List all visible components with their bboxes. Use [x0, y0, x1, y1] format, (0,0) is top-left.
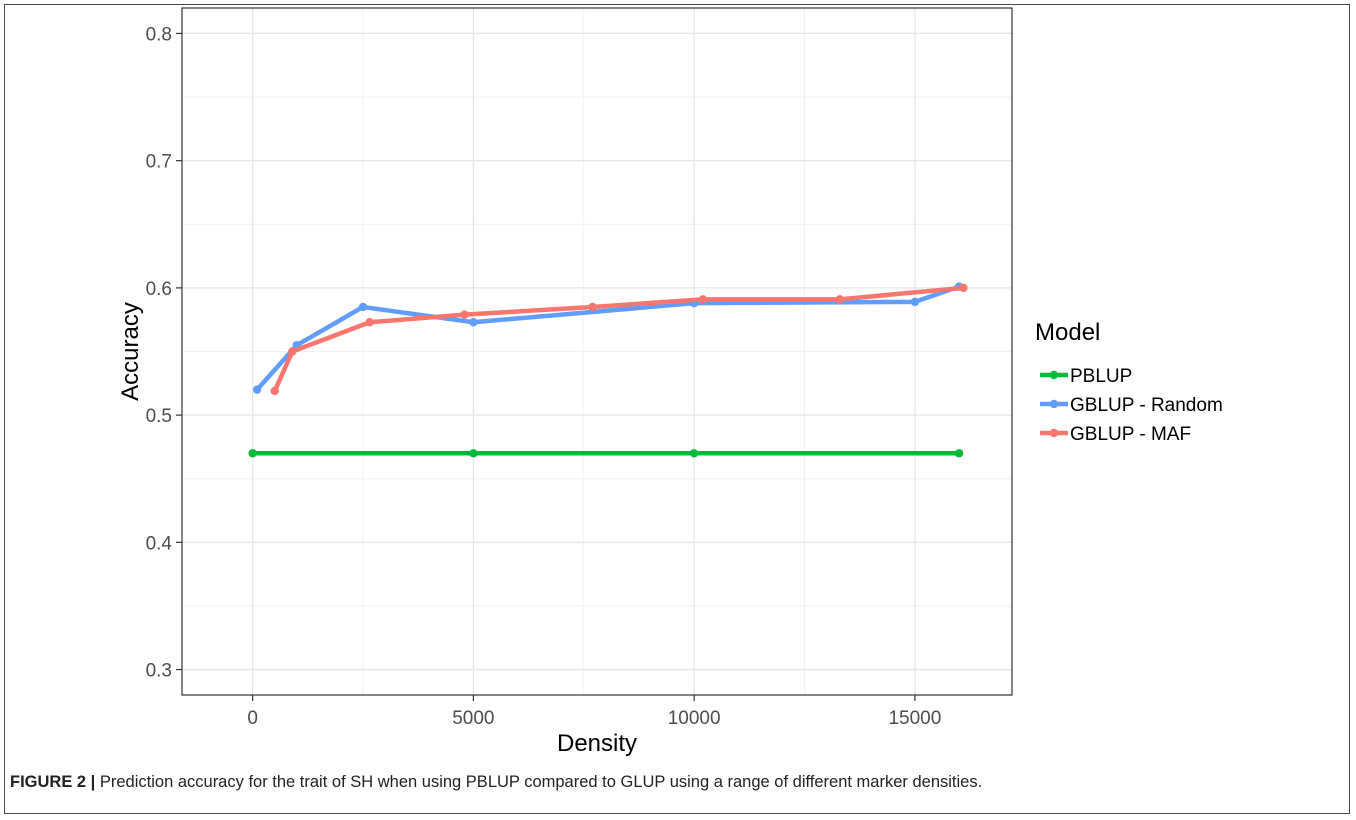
legend-key-point — [1049, 399, 1059, 409]
legend-key-point — [1049, 370, 1059, 380]
series-point — [588, 302, 597, 312]
series-point — [252, 385, 262, 394]
series-line — [272, 285, 966, 394]
legend: Model PBLUP GBLUP - Random GBLUP - MAF — [1035, 319, 1223, 445]
series-point — [910, 297, 920, 307]
legend-key-point — [1049, 428, 1059, 438]
legend-label: GBLUP - Random — [1070, 395, 1223, 416]
series-point — [288, 347, 297, 356]
y-axis-title: Accuracy — [117, 302, 144, 401]
x-axis-title: Density — [557, 730, 637, 757]
axis-ticks: 0 5000 10000 15000 0.3 0.4 0.5 0.6 0.7 0.8 — [146, 24, 942, 729]
series-point — [460, 310, 469, 319]
line-chart: 0 5000 10000 15000 0.3 0.4 0.5 0.6 0.7 0.8 Densit… — [117, 7, 1223, 757]
caption-label: FIGURE 2 | — [10, 773, 96, 791]
legend-label: PBLUP — [1070, 366, 1132, 387]
series-point — [365, 318, 374, 327]
figure-caption: FIGURE 2 | Prediction accuracy for the t… — [10, 773, 1340, 792]
series-point — [835, 295, 845, 304]
series-layer — [248, 282, 968, 458]
y-tick-label: 0.5 — [146, 406, 172, 427]
series-point — [469, 449, 478, 458]
series-point — [698, 295, 708, 304]
figure-frame — [4, 4, 1350, 814]
x-tick-label: 0 — [247, 708, 258, 729]
series-point — [248, 449, 257, 458]
y-tick-label: 0.6 — [146, 279, 172, 300]
major-gridlines — [182, 8, 1012, 695]
series-point — [959, 283, 968, 293]
series-point — [954, 449, 964, 458]
y-tick-label: 0.3 — [146, 661, 172, 682]
minor-gridlines — [182, 8, 1012, 695]
x-tick-label: 10000 — [668, 708, 721, 729]
series-point — [469, 318, 478, 327]
caption-text: Prediction accuracy for the trait of SH … — [95, 773, 983, 791]
legend-label: GBLUP - MAF — [1070, 424, 1191, 445]
x-tick-label: 5000 — [452, 708, 494, 729]
series-line — [254, 284, 962, 392]
series-point — [358, 302, 368, 312]
x-tick-label: 15000 — [888, 708, 941, 729]
y-tick-label: 0.7 — [146, 152, 172, 173]
plot-panel-border — [181, 7, 1013, 696]
y-tick-label: 0.4 — [146, 533, 173, 554]
legend-title: Model — [1035, 319, 1100, 346]
series-point — [689, 449, 699, 458]
series-point — [270, 386, 279, 396]
y-tick-label: 0.8 — [146, 24, 172, 45]
